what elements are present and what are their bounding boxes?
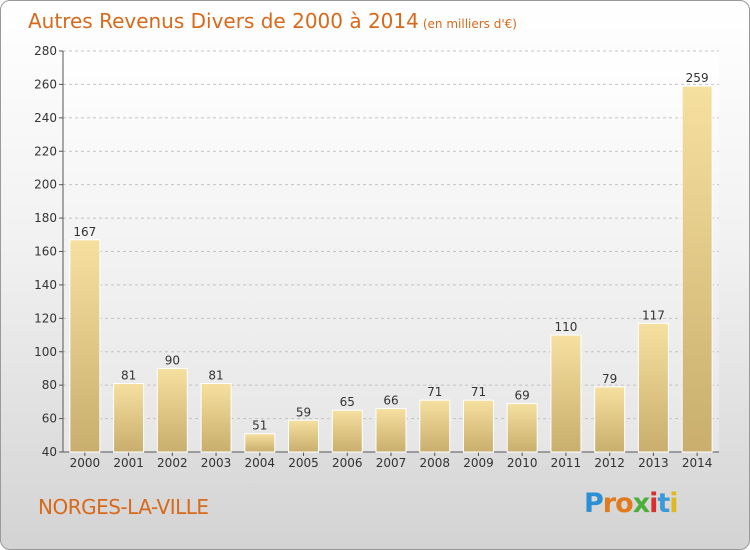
bar-2008 (419, 399, 451, 453)
logo-letter: t (657, 488, 670, 519)
y-tick-label: 200 (34, 178, 57, 192)
bar-value-label: 66 (383, 394, 398, 408)
x-tick-label: 2005 (288, 456, 319, 470)
bar-2002 (156, 367, 188, 453)
bar-value-label: 71 (427, 385, 442, 399)
x-tick-label: 2002 (157, 456, 188, 470)
bar-value-label: 71 (471, 385, 486, 399)
y-tick-label: 260 (34, 77, 57, 91)
x-tick-label: 2013 (638, 456, 669, 470)
y-tick-label: 220 (34, 144, 57, 158)
bar-value-label: 65 (340, 395, 355, 409)
x-tick-label: 2008 (419, 456, 450, 470)
logo-letter: P (584, 488, 604, 519)
bar-2004 (244, 433, 276, 453)
axis-layer: 40 60 80 100 120 140 160 180 200 220 240 260 280 2000… (34, 44, 719, 470)
bar-value-label: 90 (165, 353, 180, 367)
y-tick-label: 240 (34, 111, 57, 125)
bar-value-label: 81 (121, 368, 136, 382)
logo-letter: i (669, 488, 678, 519)
y-tick-label: 160 (34, 245, 57, 259)
y-tick-label: 180 (34, 211, 57, 225)
bar-2000 (69, 239, 101, 453)
x-tick-label: 2010 (507, 456, 538, 470)
bar-value-label: 69 (515, 389, 530, 403)
y-tick-label: 280 (34, 44, 57, 58)
logo-letter: o (615, 488, 634, 519)
bar-value-label: 79 (602, 372, 617, 386)
bar-value-label: 110 (554, 320, 577, 334)
bar-2001 (113, 382, 145, 453)
bar-2011 (550, 334, 582, 453)
x-tick-label: 2003 (201, 456, 232, 470)
x-tick-label: 2012 (594, 456, 625, 470)
x-tick-label: 2011 (551, 456, 582, 470)
y-tick-label: 60 (42, 412, 57, 426)
x-tick-label: 2006 (332, 456, 363, 470)
bar-value-label: 167 (73, 225, 96, 239)
logo-letter: i (649, 488, 658, 519)
y-tick-label: 120 (34, 311, 57, 325)
proxiti-logo[interactable]: Proxiti (584, 488, 679, 519)
x-tick-label: 2001 (113, 456, 144, 470)
bar-2014 (681, 85, 713, 453)
x-tick-label: 2009 (463, 456, 494, 470)
y-tick-label: 100 (34, 345, 57, 359)
bar-value-label: 117 (642, 308, 665, 322)
bar-value-label: 59 (296, 405, 311, 419)
bar-2003 (200, 382, 232, 453)
bar-2012 (594, 386, 626, 453)
chart-subtitle: (en milliers d'€) (422, 17, 517, 31)
bar-2005 (288, 419, 320, 453)
x-tick-label: 2014 (682, 456, 713, 470)
bar-value-label: 259 (686, 71, 709, 85)
logo-letter: r (602, 488, 616, 519)
bar-2007 (375, 408, 407, 453)
bar-layer: 167 81 90 81 51 59 65 66 71 71 69 110 79 117 259 (69, 71, 713, 453)
bar-value-label: 81 (208, 368, 223, 382)
logo-letter: x (632, 488, 650, 519)
y-tick-label: 140 (34, 278, 57, 292)
x-tick-label: 2004 (245, 456, 276, 470)
x-tick-label: 2000 (70, 456, 101, 470)
bar-2006 (331, 409, 363, 453)
y-tick-label: 80 (42, 378, 57, 392)
bar-value-label: 51 (252, 419, 267, 433)
x-tick-label: 2007 (376, 456, 407, 470)
chart-title: Autres Revenus Divers de 2000 à 2014 (en … (28, 9, 517, 33)
bar-2013 (637, 322, 669, 453)
commune-name: NORGES-LA-VILLE (38, 495, 209, 519)
y-tick-label: 40 (42, 445, 57, 459)
bar-2009 (462, 399, 494, 453)
bar-2010 (506, 403, 538, 453)
